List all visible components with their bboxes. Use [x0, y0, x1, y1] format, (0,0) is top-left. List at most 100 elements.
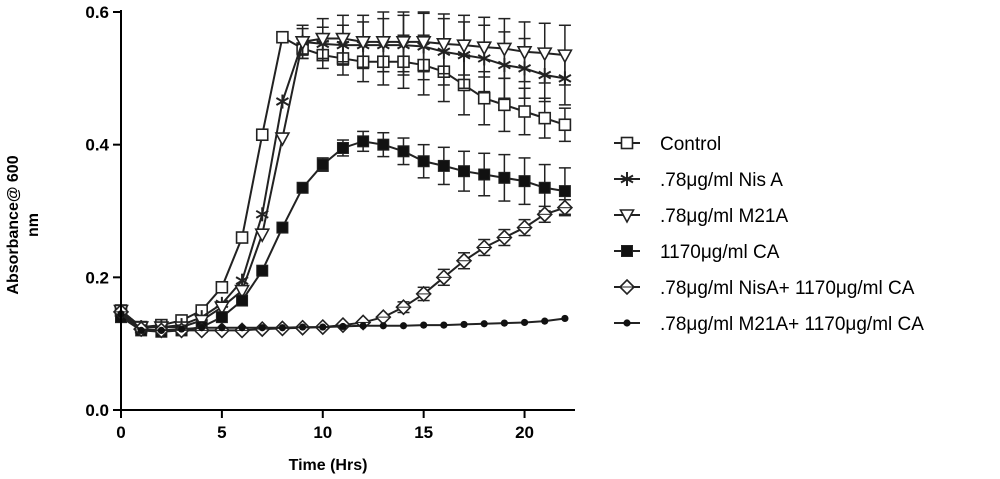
legend-entry-2: .78μg/ml Nis A: [614, 170, 783, 191]
y-tick-label: 0.2: [85, 268, 109, 287]
legend-marker: [618, 278, 636, 296]
data-point: [538, 181, 551, 194]
legend-entry-5: .78μg/ml NisA+ 1170μg/ml CA: [614, 278, 915, 299]
data-point: [518, 175, 531, 188]
data-point: [476, 41, 493, 56]
data-point: [417, 155, 430, 168]
data-point: [379, 322, 387, 330]
data-point: [215, 280, 229, 294]
data-point: [274, 132, 291, 147]
data-point: [256, 264, 269, 277]
data-point: [496, 229, 513, 246]
x-tick-label: 10: [313, 423, 332, 442]
data-point: [420, 321, 428, 329]
data-point: [234, 284, 250, 300]
data-point: [218, 324, 226, 332]
data-point: [137, 326, 145, 334]
data-point: [541, 317, 549, 325]
data-point: [198, 324, 206, 332]
data-point: [399, 322, 408, 330]
data-point: [435, 269, 452, 286]
data-point: [536, 47, 553, 62]
data-point: [498, 171, 511, 184]
data-point: [355, 36, 371, 51]
data-point: [520, 318, 529, 327]
data-point: [375, 36, 392, 51]
legend-entry-1: Control: [614, 134, 721, 155]
legend-marker: [621, 245, 633, 257]
series-line: [120, 35, 566, 329]
data-point: [556, 199, 574, 216]
data-point: [436, 38, 452, 53]
data-point: [377, 138, 390, 151]
data-point: [516, 219, 533, 236]
data-point: [558, 118, 572, 132]
series-line: [120, 206, 566, 332]
data-point: [558, 185, 571, 198]
y-tick-label: 0.6: [85, 3, 109, 22]
data-point: [375, 309, 392, 326]
series-6: [117, 310, 569, 334]
legend: Control .78μg/ml Nis A .78μg/ml M21A 1170μg…: [614, 134, 924, 335]
x-axis-title: Time (Hrs): [289, 457, 368, 474]
y-tick-label: 0.4: [85, 136, 109, 155]
legend-entry-3: .78μg/ml M21A: [614, 206, 788, 227]
data-point: [296, 181, 309, 194]
data-point: [437, 159, 450, 172]
data-point: [316, 158, 329, 171]
y-axis-title-line: Absorbance@ 600: [5, 155, 22, 294]
legend-marker: [620, 136, 634, 150]
data-point: [415, 36, 432, 51]
data-point: [536, 206, 553, 223]
data-point: [215, 311, 228, 324]
data-point: [496, 42, 513, 58]
data-point: [294, 36, 311, 51]
legend-entry-6: .78μg/ml M21A+ 1170μg/ml CA: [614, 314, 924, 335]
data-point: [357, 135, 370, 148]
data-point: [254, 228, 271, 243]
data-point: [339, 322, 347, 331]
data-point: [500, 319, 508, 327]
y-axis-title: Absorbance@ 600 nm: [5, 155, 42, 294]
data-point: [456, 39, 472, 54]
data-point: [335, 32, 351, 48]
data-point: [395, 36, 412, 51]
legend-label: .78μg/ml M21A+ 1170μg/ml CA: [660, 314, 924, 335]
data-point: [336, 141, 349, 154]
data-point: [455, 252, 473, 269]
axes: 0.0 0.2 0.4 0.6 0 5 10 15 20 Time (Hrs) Absorbance…: [5, 3, 575, 474]
data-point: [255, 128, 269, 142]
legend-label: 1170μg/ml CA: [660, 242, 780, 263]
data-point: [276, 30, 289, 44]
series-line: [120, 40, 566, 329]
y-tick-label: 0.0: [85, 401, 109, 420]
data-point: [476, 239, 493, 256]
legend-label: .78μg/ml M21A: [660, 206, 788, 227]
x-tick-label: 15: [414, 423, 433, 442]
data-point: [395, 299, 412, 316]
data-point: [278, 324, 287, 332]
data-point: [177, 325, 186, 333]
legend-entry-4: 1170μg/ml CA: [614, 242, 780, 263]
data-point: [275, 94, 289, 109]
x-tick-label: 5: [217, 423, 226, 442]
data-point: [516, 45, 533, 61]
data-point: [238, 324, 246, 332]
plot-area: [112, 11, 574, 339]
series-line: [120, 37, 566, 329]
data-point: [478, 168, 491, 181]
data-point: [480, 320, 488, 328]
data-point: [460, 320, 468, 329]
legend-marker: [623, 319, 631, 327]
data-point: [157, 326, 165, 334]
data-point: [458, 165, 471, 178]
data-point: [319, 323, 327, 331]
data-point: [258, 324, 266, 332]
data-point: [235, 231, 249, 244]
legend-label: .78μg/ml NisA+ 1170μg/ml CA: [660, 278, 915, 299]
data-point: [397, 145, 410, 158]
data-point: [561, 314, 569, 323]
x-tick-label: 20: [515, 423, 534, 442]
data-point: [518, 105, 531, 118]
data-point: [440, 321, 448, 329]
